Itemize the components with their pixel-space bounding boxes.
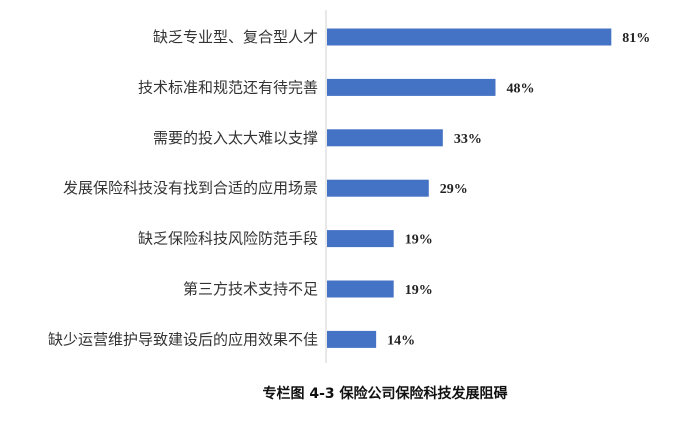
- bar: [327, 280, 394, 298]
- bar: [327, 179, 429, 197]
- category-label: 需要的投入太大难以支撑: [153, 129, 318, 147]
- data-label: 19%: [405, 283, 433, 298]
- data-label: 29%: [440, 182, 468, 197]
- bar: [327, 330, 377, 348]
- data-label: 14%: [387, 333, 415, 348]
- bar: [327, 28, 612, 46]
- category-label: 第三方技术支持不足: [183, 280, 318, 298]
- data-label: 33%: [454, 132, 482, 147]
- category-label: 缺乏保险科技风险防范手段: [138, 230, 318, 248]
- bar: [327, 129, 443, 147]
- category-label: 缺少运营维护导致建设后的应用效果不佳: [48, 330, 318, 348]
- data-label: 19%: [405, 233, 433, 248]
- bar: [327, 78, 496, 96]
- bar: [327, 230, 394, 248]
- category-label: 发展保险科技没有找到合适的应用场景: [63, 179, 318, 197]
- data-label: 81%: [622, 31, 650, 46]
- chart-title: 专栏图 4-3 保险公司保险科技发展阻碍: [262, 385, 507, 402]
- data-label: 48%: [506, 81, 534, 96]
- category-label: 技术标准和规范还有待完善: [138, 78, 318, 96]
- category-label: 缺乏专业型、复合型人才: [153, 28, 318, 46]
